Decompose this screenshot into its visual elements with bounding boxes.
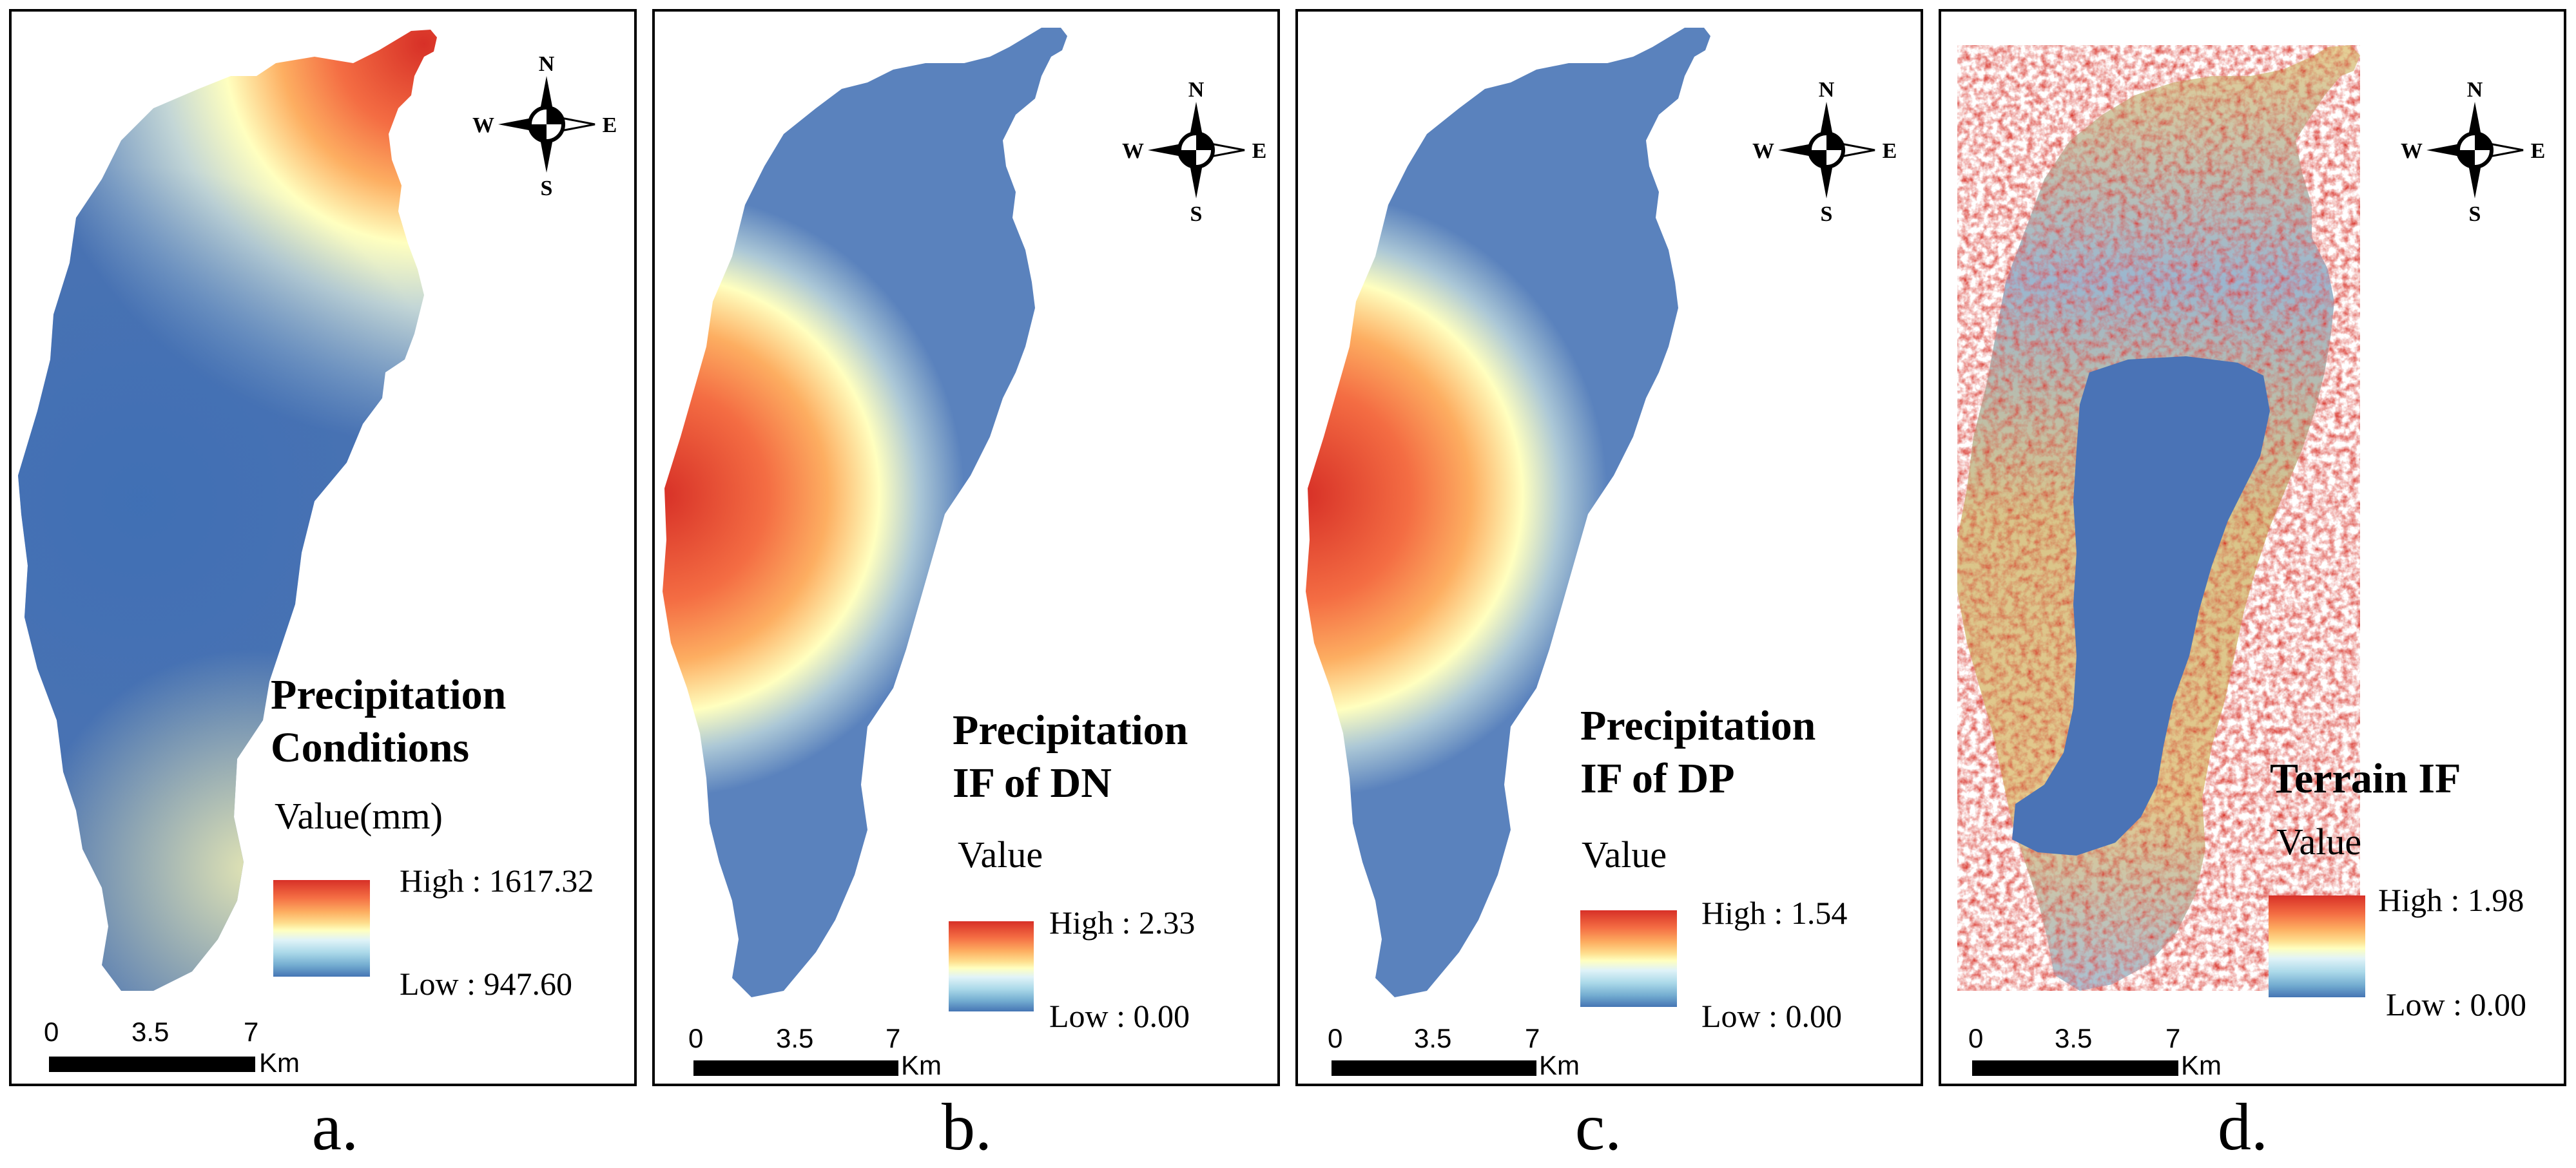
watershed-map-b: N S E W bbox=[663, 28, 1267, 997]
map-panel-d: N S E W Terrain IF Value High : 1.98 Low… bbox=[1939, 9, 2566, 1086]
compass-w-d: W bbox=[2401, 139, 2423, 163]
lake-area-d bbox=[2012, 356, 2270, 856]
compass-rose-icon-c bbox=[1778, 102, 1875, 198]
watershed-map-a: N S E W bbox=[18, 30, 617, 991]
scale-bar-a bbox=[49, 1057, 255, 1072]
map-title-line2-b: IF of DN bbox=[953, 760, 1112, 807]
legend-color-ramp-d bbox=[2269, 895, 2365, 997]
map-title-line1-b: Precipitation bbox=[953, 707, 1188, 754]
scale-tick-1-b: 3.5 bbox=[776, 1023, 814, 1053]
scale-bar-d bbox=[1972, 1060, 2178, 1076]
map-title-line2-a: Conditions bbox=[271, 724, 470, 771]
compass-e-a: E bbox=[603, 113, 617, 137]
compass-rose-icon-a bbox=[498, 76, 596, 173]
map-title-line2-c: IF of DP bbox=[1580, 755, 1735, 802]
compass-n-d: N bbox=[2467, 78, 2483, 102]
compass-w-c: W bbox=[1752, 139, 1774, 163]
scale-unit-d: Km bbox=[2181, 1050, 2222, 1080]
scale-tick-2-d: 7 bbox=[2165, 1023, 2181, 1053]
legend-low-label-a: Low : 947.60 bbox=[400, 966, 573, 1002]
legend-high-label-d: High : 1.98 bbox=[2378, 882, 2524, 918]
map-title-a: Precipitation Conditions bbox=[271, 669, 506, 774]
legend-value-label-b: Value bbox=[958, 834, 1043, 876]
compass-n-c: N bbox=[1819, 78, 1835, 102]
panel-caption-d: d. bbox=[2218, 1090, 2268, 1164]
compass-s-a: S bbox=[541, 177, 553, 200]
legend-color-ramp-a bbox=[273, 880, 370, 977]
compass-n-a: N bbox=[539, 52, 555, 76]
map-panel-a: N S E W Precipitation Conditions Value(m… bbox=[9, 9, 637, 1086]
scale-bar-c bbox=[1332, 1060, 1536, 1076]
legend-high-label-b: High : 2.33 bbox=[1049, 905, 1196, 941]
scale-tick-1-c: 3.5 bbox=[1414, 1023, 1452, 1053]
compass-n-b: N bbox=[1188, 78, 1205, 102]
compass-w-a: W bbox=[472, 113, 494, 137]
map-panel-b: N S E W Precipitation IF of DN Value Hig… bbox=[652, 9, 1280, 1086]
legend-value-label-a: Value(mm) bbox=[275, 795, 443, 837]
legend-value-label-d: Value bbox=[2276, 821, 2362, 863]
compass-s-c: S bbox=[1821, 202, 1833, 226]
map-title-line1-c: Precipitation bbox=[1580, 702, 1816, 749]
scale-tick-2-c: 7 bbox=[1525, 1023, 1540, 1053]
map-title-line1-d: Terrain IF bbox=[2270, 755, 2461, 802]
legend-low-label-d: Low : 0.00 bbox=[2386, 986, 2527, 1022]
scale-bar-b bbox=[693, 1060, 898, 1076]
scale-tick-2-b: 7 bbox=[886, 1023, 901, 1053]
scale-tick-0-a: 0 bbox=[44, 1017, 59, 1047]
compass-rose-icon-b bbox=[1148, 102, 1245, 198]
legend-high-label-a: High : 1617.32 bbox=[400, 863, 594, 899]
watershed-map-d: N S E W bbox=[1957, 45, 2546, 991]
compass-rose-icon-d bbox=[2426, 102, 2524, 198]
watershed-map-c: N S E W bbox=[1306, 28, 1897, 997]
legend-low-label-b: Low : 0.00 bbox=[1049, 998, 1190, 1034]
compass-w-b: W bbox=[1122, 139, 1144, 163]
scale-unit-c: Km bbox=[1539, 1050, 1580, 1080]
compass-s-b: S bbox=[1190, 202, 1203, 226]
scale-tick-1-d: 3.5 bbox=[2055, 1023, 2093, 1053]
scale-tick-0-b: 0 bbox=[688, 1023, 704, 1053]
legend-high-label-c: High : 1.54 bbox=[1701, 895, 1848, 931]
scale-unit-b: Km bbox=[901, 1050, 942, 1080]
scale-tick-1-a: 3.5 bbox=[131, 1017, 169, 1047]
map-title-line1-a: Precipitation bbox=[271, 671, 507, 718]
panel-caption-b: b. bbox=[942, 1090, 992, 1164]
map-title-d: Terrain IF bbox=[2270, 752, 2461, 805]
compass-s-d: S bbox=[2469, 202, 2481, 226]
panel-caption-c: c. bbox=[1574, 1090, 1622, 1164]
compass-e-c: E bbox=[1883, 139, 1897, 163]
scale-tick-0-d: 0 bbox=[1968, 1023, 1984, 1053]
scale-tick-0-c: 0 bbox=[1328, 1023, 1343, 1053]
panel-caption-a: a. bbox=[311, 1090, 359, 1164]
legend-low-label-c: Low : 0.00 bbox=[1701, 998, 1843, 1034]
map-panel-c: N S E W Precipitation IF of DP Value Hig… bbox=[1295, 9, 1923, 1086]
map-title-c: Precipitation IF of DP bbox=[1580, 700, 1816, 805]
compass-e-d: E bbox=[2531, 139, 2546, 163]
legend-color-ramp-c bbox=[1580, 910, 1677, 1007]
compass-e-b: E bbox=[1252, 139, 1267, 163]
legend-value-label-c: Value bbox=[1582, 834, 1667, 876]
scale-unit-a: Km bbox=[259, 1048, 300, 1078]
scale-tick-2-a: 7 bbox=[244, 1017, 259, 1047]
map-title-b: Precipitation IF of DN bbox=[953, 704, 1188, 810]
legend-color-ramp-b bbox=[949, 921, 1034, 1011]
